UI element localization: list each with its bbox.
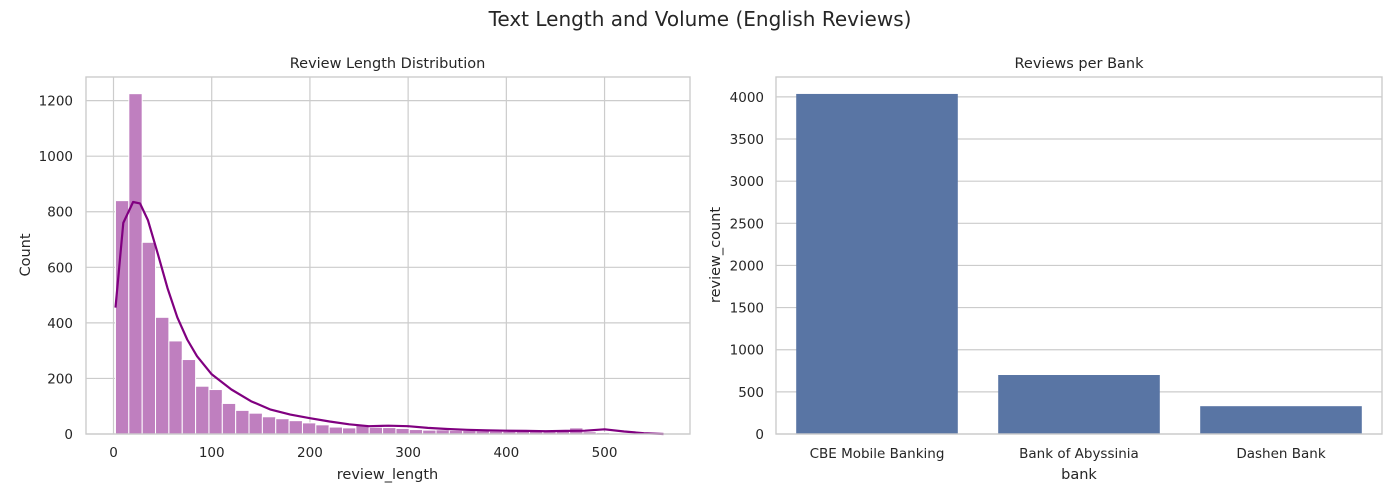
histogram-bar: [181, 359, 197, 435]
bank-bar-x-label: bank: [1061, 467, 1097, 483]
bank-bar: [1200, 406, 1362, 434]
y-tick-label: 2500: [730, 216, 764, 232]
y-tick-label: 0: [64, 427, 73, 443]
histogram-title: Review Length Distribution: [290, 56, 486, 72]
y-tick-label: 400: [47, 316, 73, 332]
figure-title: Text Length and Volume (English Reviews): [488, 7, 912, 31]
histogram-bar: [221, 402, 237, 435]
y-tick-label: 1000: [730, 343, 764, 359]
x-tick-label: Bank of Abyssinia: [1019, 446, 1139, 462]
y-tick-label: 1000: [39, 149, 73, 165]
histogram-bar: [195, 385, 210, 435]
histogram-bar: [301, 422, 317, 435]
histogram-bar: [141, 241, 157, 435]
y-tick-label: 1500: [730, 301, 764, 317]
y-tick-label: 4000: [730, 90, 764, 106]
histogram-frame: [85, 76, 691, 435]
histogram-x-label: review_length: [337, 467, 438, 483]
kde-line: [114, 200, 664, 436]
bank-bar-frame: [775, 76, 1383, 435]
histogram-bars: [114, 93, 664, 435]
x-tick-label: 200: [297, 445, 323, 461]
x-tick-label: 0: [109, 445, 118, 461]
bank-bar-title: Reviews per Bank: [1014, 56, 1144, 72]
bank-bar-panel: Reviews per Bank bank review_count 0 500 1…: [708, 56, 1383, 483]
histogram-panel: Review Length Distribution review_length…: [18, 56, 691, 483]
y-tick-label: 800: [47, 205, 73, 221]
histogram-bar: [275, 418, 290, 435]
y-tick-label: 200: [47, 371, 73, 387]
x-tick-label: 500: [592, 445, 618, 461]
histogram-bar: [168, 340, 183, 435]
y-tick-label: 2000: [730, 258, 764, 274]
histogram-bar: [155, 316, 170, 435]
histogram-bar: [368, 426, 384, 435]
y-tick-label: 3000: [730, 174, 764, 190]
x-tick-label: 100: [199, 445, 225, 461]
histogram-bar: [382, 427, 397, 435]
x-tick-label: CBE Mobile Banking: [810, 446, 945, 462]
x-tick-label: 400: [493, 445, 519, 461]
histogram-bar: [328, 426, 344, 435]
bank-bar: [796, 93, 958, 434]
histogram-bar: [128, 93, 143, 435]
histogram-bar: [395, 427, 410, 435]
histogram-grid: [86, 77, 690, 435]
histogram-y-label: Count: [18, 233, 34, 276]
bank-bar-y-label: review_count: [708, 207, 724, 303]
histogram-bar: [248, 412, 263, 435]
histogram-bar: [288, 420, 303, 435]
histogram-bar: [342, 427, 357, 435]
x-tick-label: Dashen Bank: [1236, 446, 1326, 462]
y-tick-label: 3500: [730, 132, 764, 148]
y-tick-label: 500: [738, 385, 764, 401]
histogram-bar: [261, 416, 277, 435]
bank-bar: [998, 375, 1160, 434]
histogram-bar: [235, 409, 250, 435]
histogram-bar: [315, 424, 330, 435]
histogram-bar: [208, 389, 223, 435]
y-tick-label: 0: [755, 427, 764, 443]
y-tick-label: 1200: [39, 94, 73, 110]
y-tick-label: 600: [47, 260, 73, 276]
x-tick-label: 300: [395, 445, 421, 461]
